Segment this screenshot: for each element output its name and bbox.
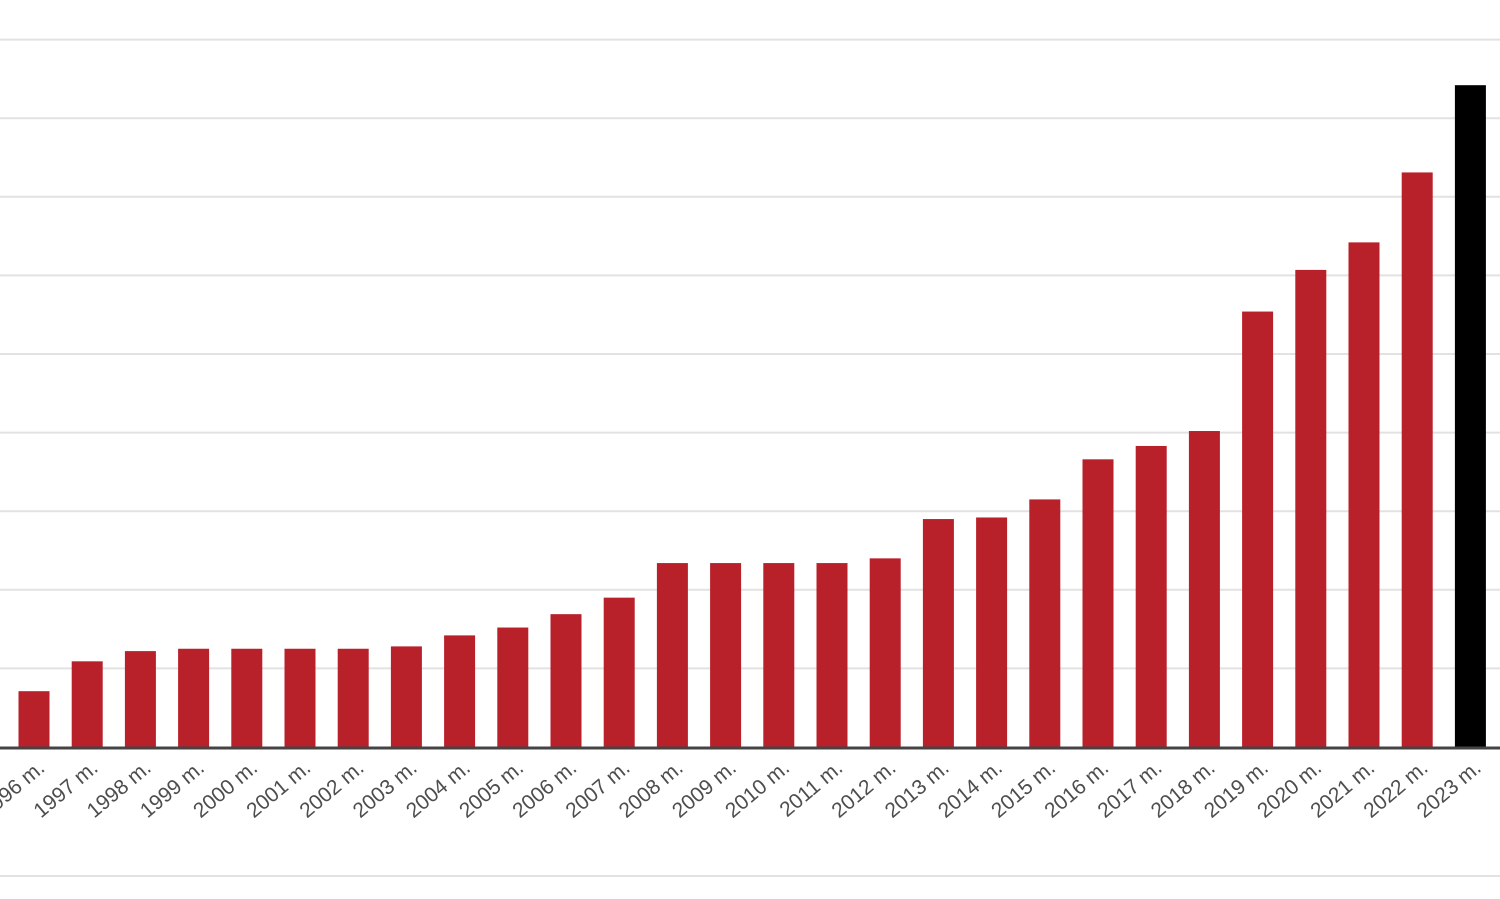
- bar-2011: [816, 563, 848, 747]
- bar-2001: [284, 648, 316, 747]
- bar-2009: [710, 563, 742, 747]
- x-tick-labels: 1996 m.1997 m.1998 m.1999 m.2000 m.2001 …: [0, 756, 1486, 822]
- bar-2010: [763, 563, 795, 747]
- bar-2008: [656, 563, 688, 747]
- bar-1999: [178, 648, 210, 747]
- bar-1996: [18, 691, 50, 747]
- bar-2015: [1029, 499, 1061, 747]
- bar-1998: [124, 651, 156, 747]
- bar-2016: [1082, 459, 1114, 747]
- bar-2003: [390, 646, 422, 747]
- bar-2017: [1135, 445, 1167, 747]
- gridlines: [0, 38, 1500, 670]
- bar-2007: [603, 597, 635, 747]
- bar-1997: [71, 661, 103, 747]
- bar-2014: [976, 517, 1008, 747]
- bar-2013: [922, 519, 954, 747]
- bar-2006: [550, 614, 582, 747]
- bar-2018: [1188, 431, 1220, 747]
- bars: [18, 85, 1486, 748]
- bar-2023: [1454, 85, 1486, 748]
- bar-2004: [444, 635, 476, 747]
- bar-2019: [1242, 311, 1274, 747]
- bar-2020: [1295, 269, 1327, 747]
- bar-2000: [231, 648, 263, 747]
- bar-2012: [869, 558, 901, 747]
- bar-2005: [497, 627, 529, 747]
- bar-2002: [337, 648, 369, 747]
- bar-2022: [1401, 172, 1433, 747]
- bar-2021: [1348, 242, 1380, 747]
